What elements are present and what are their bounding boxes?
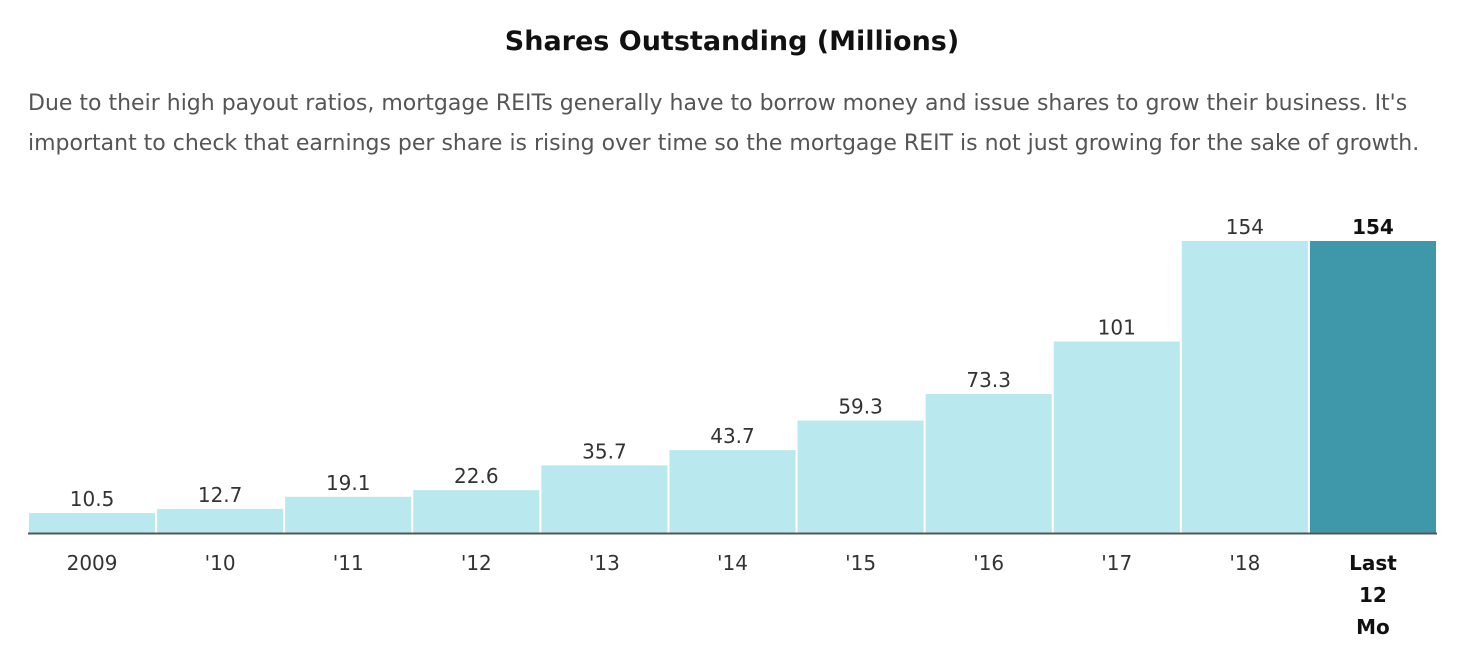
tick-label-6: '15 [845, 551, 876, 575]
bar-8 [1053, 341, 1180, 533]
chart-title: Shares Outstanding (Millions) [504, 26, 960, 57]
bar-7 [925, 394, 1052, 533]
value-label-10: 154 [1352, 215, 1394, 239]
value-label-3: 22.6 [454, 464, 499, 488]
tick-label-4: '13 [589, 551, 620, 575]
tick-label-2: '11 [333, 551, 364, 575]
value-label-0: 10.5 [70, 487, 115, 511]
tick-label-1: '10 [205, 551, 236, 575]
value-label-1: 12.7 [198, 483, 243, 507]
value-label-9: 154 [1226, 215, 1264, 239]
tick-label-0: 2009 [67, 551, 118, 575]
bars-layer [29, 241, 1436, 533]
tick-label-10: Last 12 Mo [1349, 551, 1397, 639]
bar-0 [29, 513, 156, 533]
value-label-8: 101 [1098, 315, 1136, 339]
value-label-2: 19.1 [326, 471, 371, 495]
value-label-7: 73.3 [966, 368, 1011, 392]
bar-10 [1309, 241, 1436, 533]
tick-label-3: '12 [461, 551, 492, 575]
value-labels-layer: 10.5 12.7 19.1 22.6 35.7 43.7 59.3 73.3 101 154 15… [70, 215, 1394, 511]
chart-subtitle: Due to their high payout ratios, mortgag… [28, 91, 1420, 156]
bar-2 [285, 496, 412, 533]
value-label-4: 35.7 [582, 439, 627, 463]
value-label-5: 43.7 [710, 424, 755, 448]
tick-label-9: '18 [1229, 551, 1260, 575]
bar-4 [541, 465, 668, 533]
tick-labels-layer: 2009 '10 '11 '12 '13 '14 '15 '16 '17 '18 Last 12 Mo [67, 551, 1398, 639]
tick-label-7: '16 [973, 551, 1004, 575]
bar-5 [669, 450, 796, 533]
value-label-6: 59.3 [838, 395, 883, 419]
bar-1 [157, 508, 284, 533]
tick-label-5: '14 [717, 551, 748, 575]
tick-label-8: '17 [1101, 551, 1132, 575]
bar-6 [797, 420, 924, 533]
bar-3 [413, 490, 540, 533]
bar-9 [1181, 241, 1308, 533]
